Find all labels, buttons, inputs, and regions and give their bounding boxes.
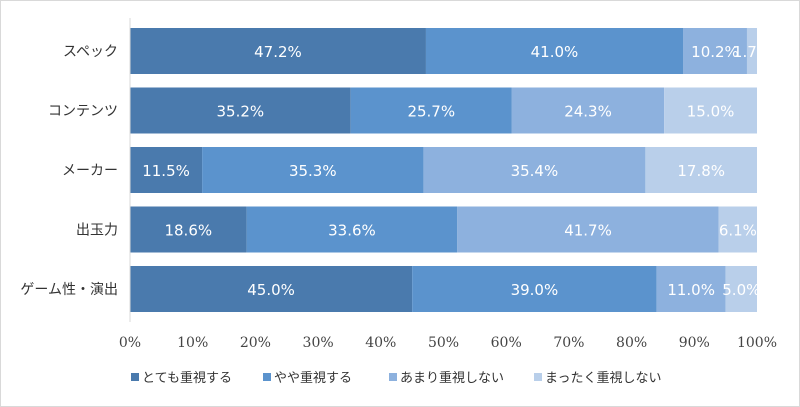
- data-label: 35.3%: [289, 162, 337, 180]
- bar-segment: [511, 87, 665, 134]
- category-label: ゲーム性・演出: [20, 282, 118, 298]
- x-tick-label: 10%: [177, 335, 208, 351]
- x-tick-label: 80%: [616, 335, 647, 351]
- bar-segment: [412, 266, 657, 312]
- bar-segment: [425, 28, 684, 74]
- category-label: メーカー: [62, 163, 118, 179]
- bar-segment: [718, 206, 757, 253]
- legend: とても重視する やや重視する あまり重視しない まったく重視しない: [131, 370, 661, 386]
- bar-segment: [664, 87, 757, 134]
- data-label: 41.0%: [531, 43, 579, 61]
- data-label: 45.0%: [247, 281, 295, 299]
- bar-segment: [656, 266, 726, 312]
- bar-segment: [202, 147, 424, 193]
- data-label: 39.0%: [511, 281, 559, 299]
- x-tick-label: 50%: [428, 335, 459, 351]
- bar-segment: [457, 206, 719, 253]
- x-tick-label: 40%: [365, 335, 396, 351]
- data-label: 47.2%: [254, 43, 302, 61]
- legend-swatch: [534, 373, 542, 381]
- category-label: 出玉力: [76, 223, 118, 239]
- bar-segment: [423, 147, 646, 193]
- data-label: 25.7%: [407, 103, 455, 121]
- x-tick-label: 90%: [679, 335, 710, 351]
- legend-label: とても重視する: [142, 370, 232, 386]
- data-label: 5.0%: [722, 281, 760, 299]
- x-tick-label: 30%: [303, 335, 334, 351]
- bar-segment: [130, 147, 203, 193]
- bars-group: 47.2% 41.0% 10.2%1.7% 35.2% 25.7% 24.3% 15.0% 1…: [130, 28, 771, 312]
- x-tick-label: 0%: [119, 335, 141, 351]
- bar-segment: [746, 28, 757, 74]
- data-label: 24.3%: [564, 103, 612, 121]
- legend-label: あまり重視しない: [400, 370, 504, 386]
- data-label: 41.7%: [564, 222, 612, 240]
- data-label: 17.8%: [677, 162, 725, 180]
- bar-segment: [130, 266, 413, 312]
- x-tick-label: 20%: [240, 335, 271, 351]
- data-label: 1.7%: [733, 43, 771, 61]
- bar-segment: [645, 147, 757, 193]
- x-tick-label: 60%: [491, 335, 522, 351]
- category-label: コンテンツ: [48, 104, 118, 120]
- data-label: 35.4%: [511, 162, 559, 180]
- x-tick-label: 70%: [553, 335, 584, 351]
- data-label: 11.5%: [142, 162, 190, 180]
- bar-segment: [130, 28, 426, 74]
- legend-label: まったく重視しない: [545, 370, 661, 386]
- bar-segment: [350, 87, 512, 134]
- bar-segment: [130, 206, 247, 253]
- bar-segment: [246, 206, 458, 253]
- legend-swatch: [389, 373, 397, 381]
- category-label: スペック: [63, 44, 118, 60]
- data-label: 18.6%: [164, 222, 212, 240]
- data-label: 33.6%: [328, 222, 376, 240]
- legend-label: やや重視する: [274, 370, 352, 386]
- data-label: 6.1%: [719, 222, 757, 240]
- data-label: 11.0%: [667, 281, 715, 299]
- bar-segment: [130, 87, 351, 134]
- legend-swatch: [263, 373, 271, 381]
- data-label: 35.2%: [217, 103, 265, 121]
- legend-swatch: [131, 373, 139, 381]
- bar-segment: [683, 28, 747, 74]
- data-label: 15.0%: [687, 103, 735, 121]
- data-label: 10.2%: [691, 43, 739, 61]
- bar-segment: [725, 266, 757, 312]
- x-tick-label: 100%: [737, 335, 777, 351]
